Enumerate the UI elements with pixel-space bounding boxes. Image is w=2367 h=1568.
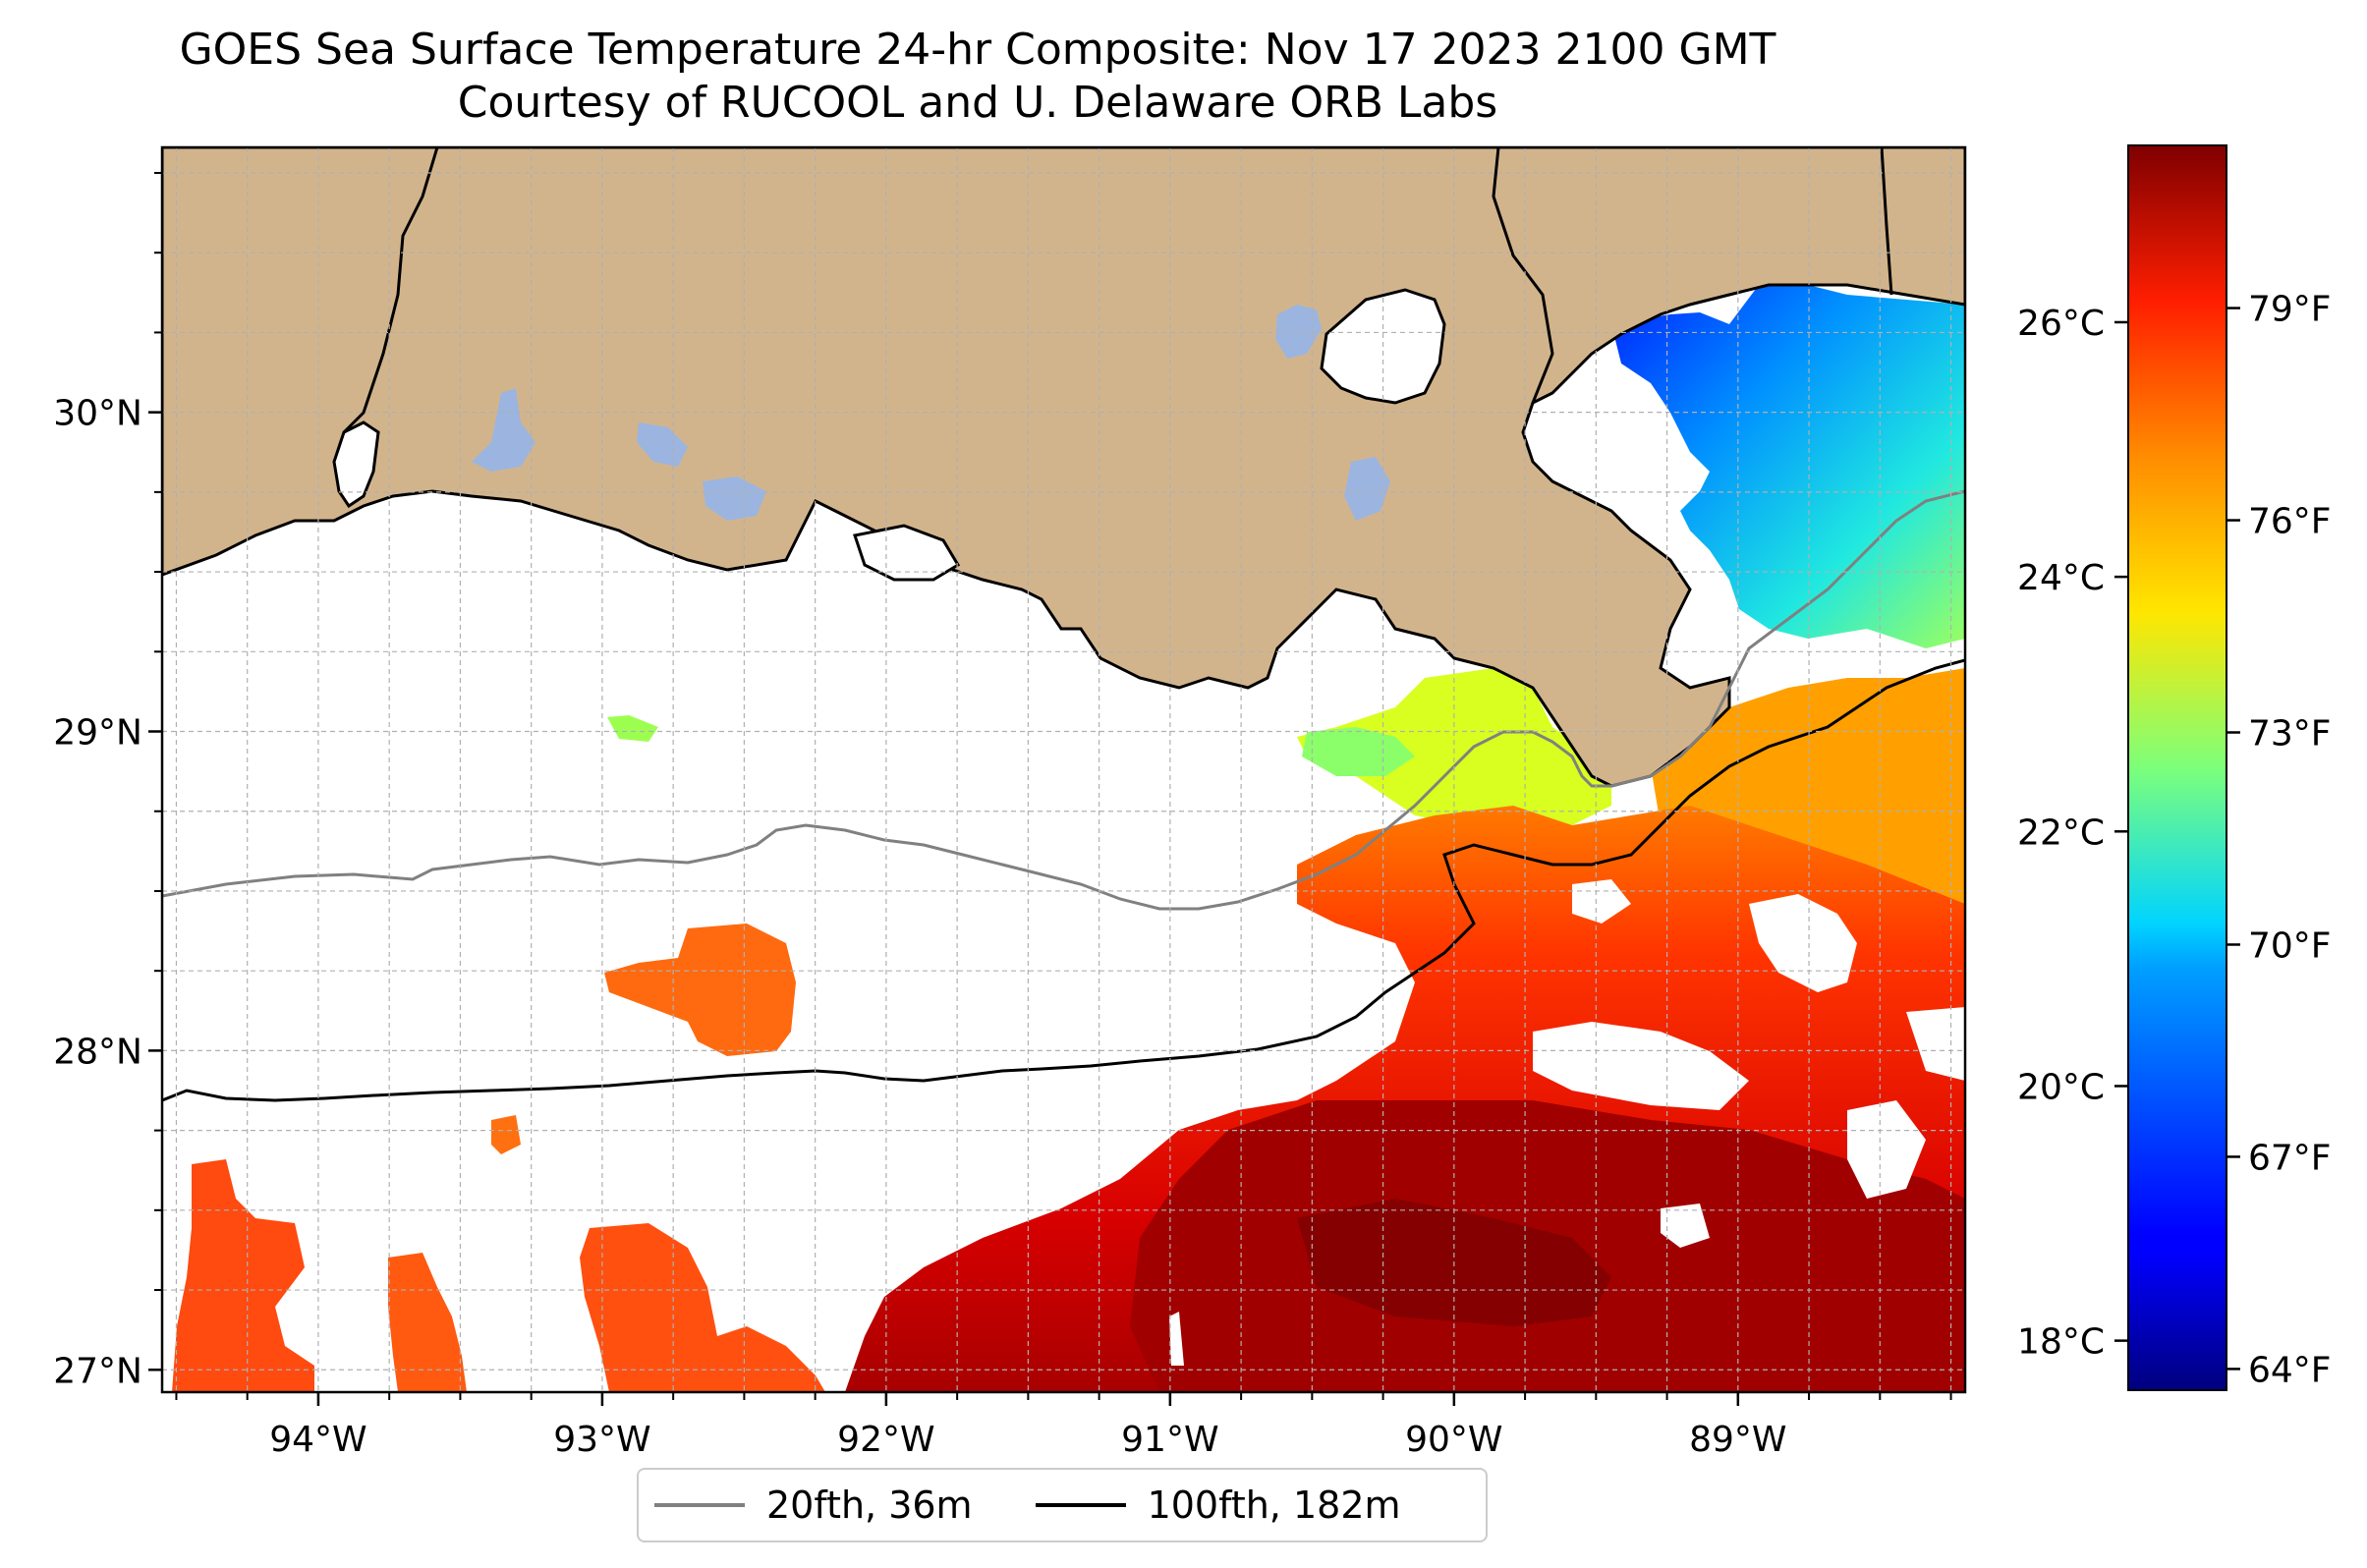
lat-tick-label: 29°N bbox=[53, 713, 142, 754]
lat-tick-label: 30°N bbox=[53, 394, 142, 434]
legend-item-100fth: 100fth, 182m bbox=[1020, 1484, 1401, 1527]
map-layers bbox=[162, 147, 1965, 1392]
legend-swatch-20fth bbox=[654, 1503, 745, 1507]
sst-patch-west-2 bbox=[172, 1159, 314, 1392]
state-border-tx-la bbox=[342, 147, 439, 434]
colorbar-label-c: 26°C bbox=[2017, 304, 2105, 344]
sst-patch-green-small bbox=[607, 715, 658, 742]
cloud-gap-2 bbox=[1572, 879, 1631, 924]
legend: 20fth, 36m 100fth, 182m bbox=[637, 1468, 1488, 1542]
colorbar-label-f: 73°F bbox=[2248, 714, 2332, 755]
lon-tick-label: 91°W bbox=[1121, 1420, 1218, 1460]
isobath-20fth bbox=[162, 489, 1965, 911]
colorbar-label-c: 18°C bbox=[2017, 1322, 2105, 1363]
lon-tick-label: 90°W bbox=[1405, 1420, 1502, 1460]
lake-sabine bbox=[332, 420, 380, 509]
lake-blue-5 bbox=[1344, 457, 1390, 521]
gridlines bbox=[162, 147, 1965, 1392]
lat-tick-label: 28°N bbox=[53, 1032, 142, 1072]
lon-tick-label: 92°W bbox=[837, 1420, 934, 1460]
colorbar-label-c: 22°C bbox=[2017, 812, 2105, 853]
sst-cold-patch-northeast bbox=[1611, 285, 1965, 648]
colorbar-label-f: 70°F bbox=[2248, 925, 2332, 966]
lake-blue-4 bbox=[703, 476, 766, 521]
sst-patch-west-5 bbox=[491, 1115, 521, 1154]
colorbar-label-c: 20°C bbox=[2017, 1067, 2105, 1107]
colorbar-label-f: 79°F bbox=[2248, 290, 2332, 330]
lake-blue-3 bbox=[637, 422, 688, 467]
map-frame bbox=[160, 145, 1967, 1394]
lat-tick-label: 27°N bbox=[53, 1351, 142, 1391]
colorbar-label-f: 76°F bbox=[2248, 502, 2332, 542]
sst-patch-west-3 bbox=[388, 1253, 467, 1392]
legend-swatch-100fth bbox=[1035, 1503, 1126, 1507]
land-louisiana-coast bbox=[162, 147, 1965, 788]
sst-patch-west-4 bbox=[580, 1223, 825, 1392]
axis-ticks: 94°W 93°W 92°W 91°W 90°W 89°W 30°N 29°N 28°N 27°N bbox=[53, 171, 1952, 1460]
cloud-gap-6 bbox=[1169, 1312, 1184, 1366]
bay-vermilion bbox=[853, 524, 961, 582]
state-border-ms-al bbox=[1880, 147, 1893, 296]
lon-tick-label: 94°W bbox=[269, 1420, 366, 1460]
legend-label-100fth: 100fth, 182m bbox=[1147, 1484, 1401, 1527]
colorbar-label-f: 67°F bbox=[2248, 1138, 2332, 1178]
colorbar-label-c: 24°C bbox=[2017, 558, 2105, 598]
cloud-gap-3 bbox=[1749, 894, 1857, 992]
chart-subtitle: Courtesy of RUCOOL and U. Delaware ORB L… bbox=[457, 78, 1498, 128]
legend-item-20fth: 20fth, 36m bbox=[639, 1484, 973, 1527]
colorbar-label-f: 64°F bbox=[2248, 1350, 2332, 1390]
cloud-gap-1 bbox=[1533, 1022, 1749, 1110]
sst-patch-west-1 bbox=[604, 924, 796, 1056]
sst-green-patch bbox=[1302, 727, 1415, 776]
lake-blue-2 bbox=[472, 388, 535, 472]
lon-tick-label: 89°W bbox=[1689, 1420, 1786, 1460]
cloud-gap-4 bbox=[1847, 1100, 1926, 1199]
isobath-100fth bbox=[162, 658, 1965, 1102]
cloud-gap-5 bbox=[1661, 1204, 1710, 1248]
lake-blue-1 bbox=[1275, 305, 1322, 359]
legend-label-20fth: 20fth, 36m bbox=[766, 1484, 973, 1527]
lon-tick-label: 93°W bbox=[553, 1420, 650, 1460]
chart-title: GOES Sea Surface Temperature 24-hr Compo… bbox=[179, 25, 1776, 75]
colorbar-ticks: 64°F 67°F 70°F 73°F 76°F 79°F 18°C 20°C 22°C 24°C… bbox=[2017, 290, 2331, 1391]
river-mississippi bbox=[1492, 147, 1554, 404]
colorbar bbox=[2127, 144, 2227, 1391]
